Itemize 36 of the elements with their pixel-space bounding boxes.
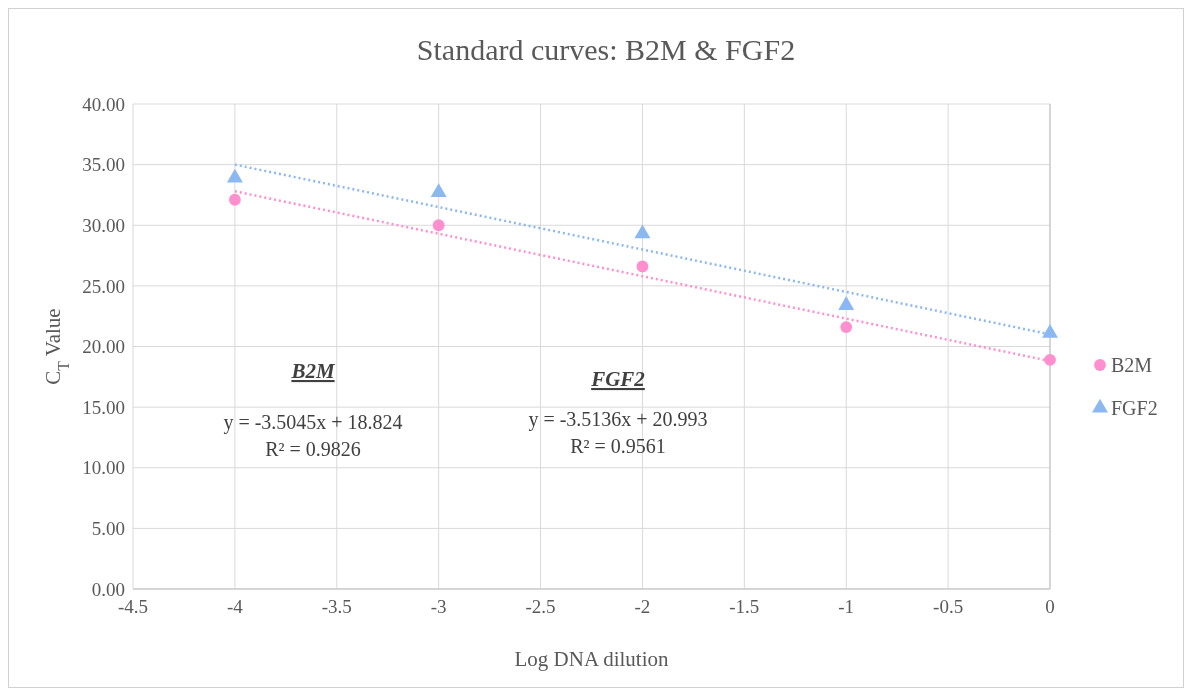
annotation: FGF2: [590, 367, 646, 391]
point: [226, 168, 243, 183]
annotation: y = -3.5045x + 18.824: [223, 411, 403, 434]
point: [432, 219, 445, 232]
legend-label: B2M: [1111, 354, 1153, 376]
x-tick-label: -0.5: [933, 596, 964, 617]
y-tick-label: 10.00: [82, 457, 125, 479]
y-tick-label: 35.00: [82, 154, 125, 176]
point: [430, 183, 447, 198]
x-axis-title: Log DNA dilution: [514, 647, 669, 671]
point: [228, 193, 241, 206]
x-tick-label: -4: [226, 596, 244, 617]
x-tick-label: -3.5: [321, 596, 352, 617]
point: [838, 296, 855, 310]
point: [636, 260, 649, 273]
annotation: R² = 0.9561: [570, 435, 666, 457]
chart-title: Standard curves: B2M & FGF2: [416, 33, 796, 66]
y-tick-label: 25.00: [82, 275, 125, 297]
y-tick-label: 20.00: [82, 336, 125, 358]
legend-label: FGF2: [1111, 397, 1158, 419]
annotation: R² = 0.9826: [265, 438, 361, 460]
y-tick-label: 30.00: [82, 214, 125, 236]
point: [840, 321, 853, 334]
x-tick-label: -2: [634, 596, 651, 617]
x-tick-label: -2.5: [525, 596, 556, 617]
x-tick-label: -1: [838, 596, 855, 617]
y-tick-label: 5.00: [91, 518, 125, 540]
x-tick-label: -3: [430, 596, 447, 617]
annotation: y = -3.5136x + 20.993: [528, 408, 708, 431]
annotation: B2M: [290, 359, 336, 383]
point: [1044, 353, 1056, 366]
x-tick-label: -1.5: [729, 596, 760, 617]
y-tick-label: 15.00: [82, 396, 125, 418]
x-tick-label: 0: [1045, 596, 1055, 617]
point: [634, 224, 651, 239]
y-tick-label: 40.00: [82, 93, 125, 115]
